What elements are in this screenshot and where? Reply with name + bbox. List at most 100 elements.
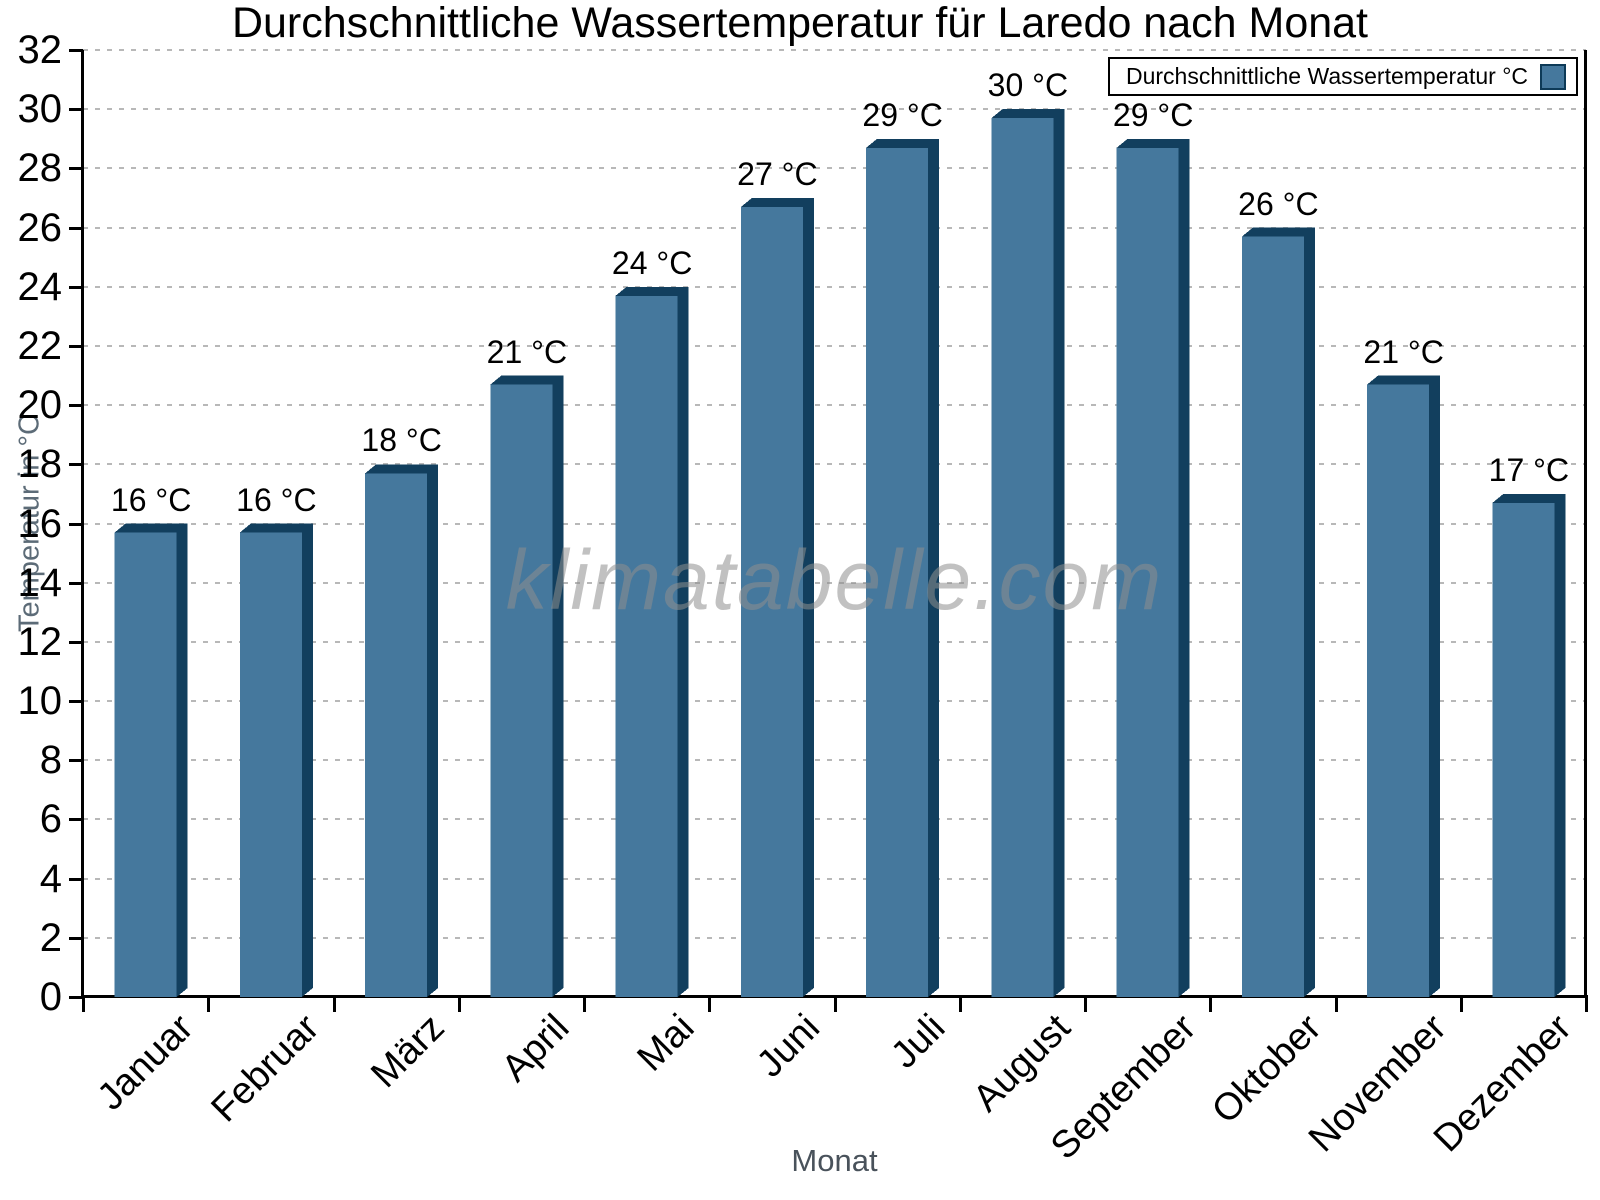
x-tick-label-august: August: [965, 1006, 1079, 1120]
bar-value-label-11: 21 °C: [1363, 333, 1444, 370]
y-tick-label-20: 20: [17, 383, 63, 428]
bar-top-face: [1116, 138, 1190, 148]
gridline-y-12: [83, 640, 1586, 643]
x-axis-title: Monat: [791, 1143, 878, 1178]
bar-top-face: [365, 464, 439, 474]
bar-face: [615, 295, 678, 997]
bar-side-face: [677, 286, 689, 997]
x-tick-label-februar: Februar: [203, 1006, 328, 1131]
bar-dezember: [1492, 493, 1566, 997]
y-tick-24: [69, 285, 83, 289]
x-tick-7: [958, 995, 962, 1012]
bar-side-face: [928, 138, 940, 997]
bar-oktober: [1241, 227, 1315, 997]
gridline-y-30: [83, 108, 1586, 111]
bar-value-label-1: 16 °C: [110, 481, 192, 518]
bar-face: [365, 473, 428, 997]
gridline-y-10: [83, 700, 1586, 703]
bar-juni: [740, 197, 814, 997]
y-tick-20: [69, 404, 83, 408]
bar-value-label-5: 24 °C: [611, 244, 693, 281]
y-tick-10: [69, 700, 83, 704]
y-tick-label-16: 16: [17, 501, 63, 546]
y-tick-32: [69, 49, 83, 52]
bar-juli: [866, 138, 940, 997]
gridline-y-16: [83, 522, 1586, 525]
gridline-y-2: [83, 936, 1586, 939]
y-tick-label-18: 18: [17, 442, 63, 487]
bar-november: [1367, 375, 1441, 997]
y-tick-label-14: 14: [17, 560, 63, 605]
bar-value-label-7: 29 °C: [862, 96, 943, 133]
bar-face: [114, 532, 177, 997]
x-tick-8: [1084, 995, 1087, 1012]
bars-layer: [114, 109, 1566, 997]
bar-value-label-9: 29 °C: [1112, 96, 1194, 133]
y-tick-label-2: 2: [39, 915, 62, 960]
right-frame-line: [1584, 50, 1587, 998]
bar-side-face: [1178, 138, 1190, 997]
bar-side-face: [552, 375, 564, 997]
y-tick-18: [69, 463, 83, 467]
bar-side-face: [1554, 493, 1566, 997]
bar-september: [1116, 138, 1190, 997]
y-tick-label-28: 28: [17, 146, 63, 191]
bar-januar: [114, 523, 188, 997]
bar-value-label-6: 27 °C: [737, 155, 818, 192]
y-tick-22: [69, 344, 83, 348]
bar-top-face: [1241, 227, 1315, 237]
x-tick-6: [833, 995, 837, 1012]
x-tick-12: [1585, 995, 1588, 1012]
bar-side-face: [176, 523, 188, 997]
x-tick-10: [1334, 995, 1338, 1012]
y-tick-label-8: 8: [39, 738, 62, 783]
x-tick-label-januar: Januar: [90, 1006, 202, 1119]
bar-top-face: [1367, 375, 1441, 385]
bar-face: [239, 532, 302, 997]
bar-value-label-2: 16 °C: [236, 481, 317, 518]
y-tick-label-32: 32: [17, 28, 63, 72]
bar-value-label-8: 30 °C: [987, 67, 1069, 104]
bar-februar: [239, 523, 313, 997]
x-tick-0: [82, 995, 85, 1012]
y-tick-label-24: 24: [17, 264, 63, 309]
y-tick-label-30: 30: [17, 87, 63, 132]
x-tick-label-mai: Mai: [629, 1006, 703, 1080]
y-tick-14: [69, 581, 83, 585]
bar-face: [866, 147, 929, 997]
bar-face: [1492, 502, 1555, 997]
y-tick-30: [69, 108, 83, 112]
bar-side-face: [1053, 109, 1065, 997]
y-tick-label-6: 6: [39, 797, 62, 842]
bar-top-face: [239, 523, 313, 533]
x-tick-label-dezember: Dezember: [1426, 1006, 1580, 1161]
bar-april: [490, 375, 564, 997]
x-tick-1: [207, 995, 211, 1012]
x-tick-4: [583, 995, 586, 1012]
y-tick-26: [69, 226, 83, 230]
bar-face: [1367, 384, 1430, 997]
bar-side-face: [1303, 227, 1315, 997]
bar-side-face: [1429, 375, 1441, 997]
bar-top-face: [114, 523, 188, 533]
y-tick-6: [69, 818, 83, 822]
y-tick-label-0: 0: [39, 975, 62, 1019]
bar-face: [1116, 147, 1179, 997]
bar-face: [490, 384, 553, 997]
gridline-y-32: [83, 49, 1586, 51]
bar-top-face: [615, 286, 689, 296]
x-tick-9: [1209, 995, 1213, 1012]
bar-side-face: [427, 464, 439, 997]
bar-value-label-12: 17 °C: [1488, 451, 1570, 488]
bar-face: [1241, 236, 1304, 997]
bar-top-face: [866, 138, 940, 148]
bar-value-label-10: 26 °C: [1238, 185, 1319, 222]
y-tick-label-10: 10: [17, 679, 63, 724]
x-tick-5: [708, 995, 712, 1012]
bar-value-label-4: 21 °C: [486, 333, 568, 370]
y-tick-0: [69, 996, 83, 999]
y-tick-4: [69, 877, 83, 881]
legend: Durchschnittliche Wassertemperatur °C: [1107, 57, 1578, 96]
legend-label: Durchschnittliche Wassertemperatur °C: [1125, 63, 1528, 89]
x-tick-11: [1459, 995, 1463, 1012]
